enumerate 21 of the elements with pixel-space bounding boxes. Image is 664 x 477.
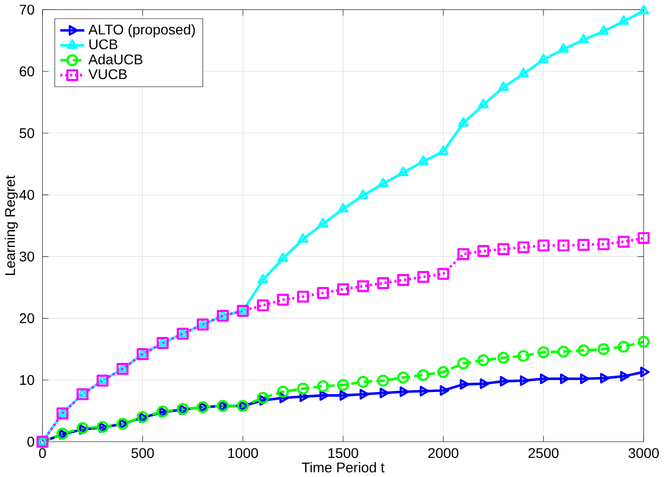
legend-label: AdaUCB	[88, 54, 142, 64]
x-tick-label: 2500	[528, 448, 559, 458]
y-axis-title: Learning Regret	[4, 175, 18, 275]
x-tick-label: 500	[132, 448, 154, 458]
y-tick-label: 40	[19, 190, 34, 200]
x-tick-label: 1000	[228, 448, 258, 458]
x-tick-label: 1500	[328, 448, 358, 458]
y-tick-label: 30	[20, 252, 34, 262]
legend-label: UCB	[89, 39, 118, 50]
y-tick-label: 10	[20, 374, 34, 385]
y-tick-label: 0	[27, 436, 34, 447]
x-axis-title: Time Period t	[302, 462, 385, 472]
y-tick-label: 70	[20, 4, 34, 15]
y-tick-label: 20	[20, 313, 34, 324]
legend-label: VUCB	[88, 69, 127, 80]
x-tick-label: 0	[39, 448, 46, 458]
x-tick-label: 3000	[628, 448, 659, 458]
y-tick-label: 60	[20, 66, 34, 76]
legend-label: ALTO (proposed)	[88, 24, 195, 38]
y-tick-label: 50	[20, 128, 34, 138]
x-tick-label: 2000	[428, 448, 458, 458]
